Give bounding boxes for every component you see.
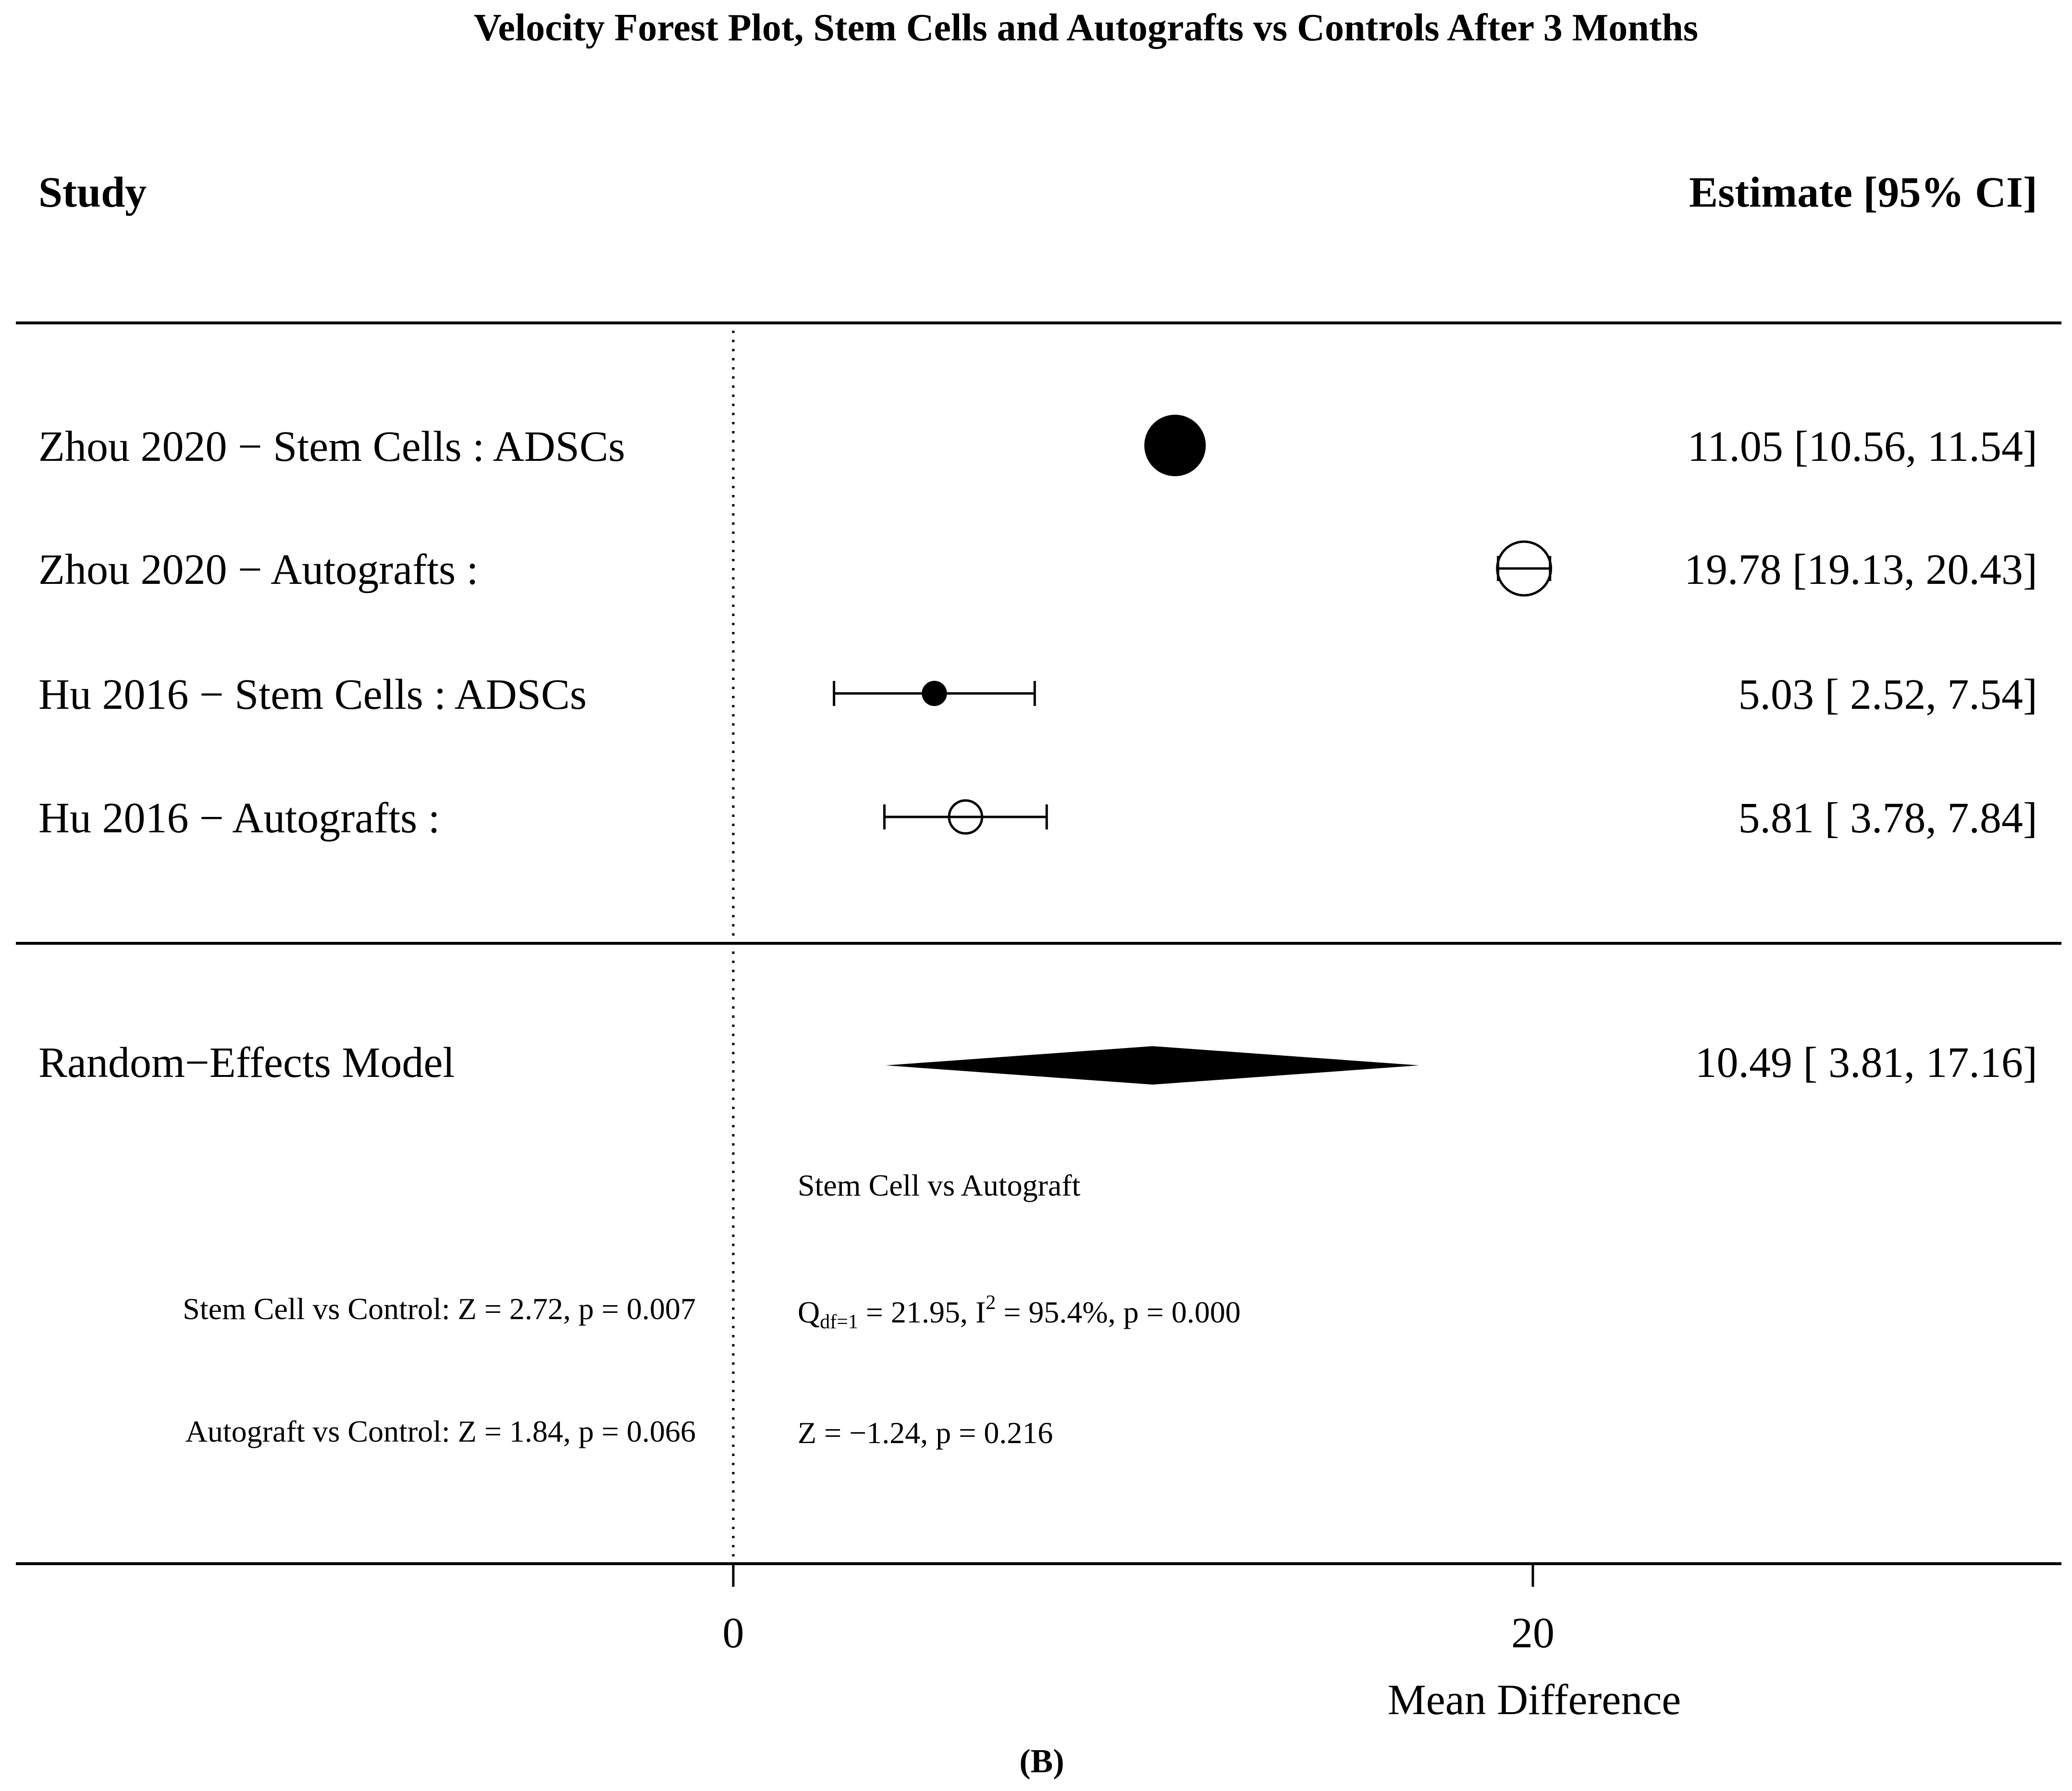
summary-diamond (885, 1046, 1419, 1085)
x-tick-label: 20 (1511, 1609, 1554, 1657)
autograft-vs-control-test: Autograft vs Control: Z = 1.84, p = 0.06… (185, 1414, 696, 1448)
study-label: Hu 2016 − Stem Cells : ADSCs (38, 671, 587, 718)
point-estimate-filled (1144, 415, 1206, 476)
point-estimate-open (1496, 540, 1553, 597)
study-label: Zhou 2020 − Autografts : (38, 546, 479, 593)
ci-text: 11.05 [10.56, 11.54] (1688, 423, 2037, 470)
summary-label: Random−Effects Model (38, 1039, 455, 1087)
x-axis-label: Mean Difference (1388, 1676, 1681, 1724)
x-tick-label: 0 (723, 1609, 744, 1657)
panel-label: (B) (1019, 1743, 1064, 1780)
estimate-column-header: Estimate [95% CI] (1689, 169, 2037, 216)
study-rows: Zhou 2020 − Stem Cells : ADSCs 11.05 [10.… (38, 415, 2037, 842)
point-estimate-filled (922, 680, 947, 706)
x-axis-ticks: 0 20 (723, 1564, 1554, 1657)
subgroup-z-test: Z = −1.24, p = 0.216 (798, 1416, 1053, 1450)
ci-text: 19.78 [19.13, 20.43] (1684, 546, 2037, 593)
point-estimate-open (948, 799, 984, 835)
chart-title: Velocity Forest Plot, Stem Cells and Aut… (474, 7, 1698, 49)
ci-text: 5.03 [ 2.52, 7.54] (1739, 671, 2037, 718)
summary-ci-text: 10.49 [ 3.81, 17.16] (1695, 1039, 2037, 1087)
study-label: Zhou 2020 − Stem Cells : ADSCs (38, 423, 625, 470)
stem-vs-control-test: Stem Cell vs Control: Z = 2.72, p = 0.00… (183, 1292, 696, 1326)
heterogeneity-test: Qdf=1 = 21.95, I2 = 95.4%, p = 0.000 (798, 1292, 1241, 1333)
study-column-header: Study (38, 169, 147, 216)
subgroup-heading: Stem Cell vs Autograft (798, 1168, 1081, 1202)
study-label: Hu 2016 − Autografts : (38, 794, 440, 842)
ci-text: 5.81 [ 3.78, 7.84] (1739, 794, 2037, 842)
